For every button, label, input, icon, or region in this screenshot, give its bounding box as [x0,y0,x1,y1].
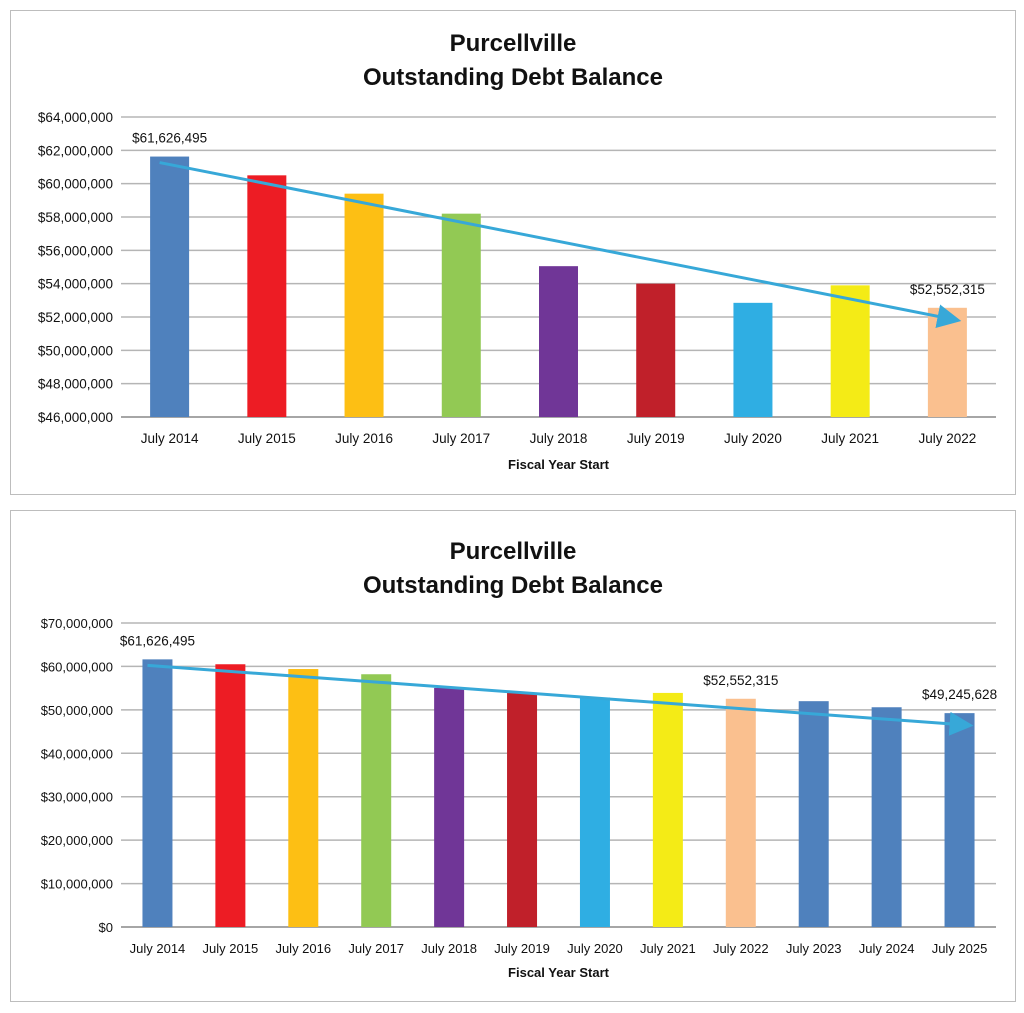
bar [944,713,975,927]
bar [636,283,676,417]
bar [434,687,465,927]
x-tick-label: July 2022 [918,431,976,446]
x-tick-label: July 2021 [821,431,879,446]
y-tick-label: $56,000,000 [38,243,113,258]
x-tick-label: July 2017 [348,941,404,956]
x-tick-label: July 2018 [421,941,477,956]
y-tick-label: $30,000,000 [41,790,113,805]
bar [652,692,683,927]
trend-arrow [147,663,974,736]
bar [344,193,384,417]
data-label: $61,626,495 [120,633,195,648]
bar [215,664,246,927]
y-tick-label: $50,000,000 [41,703,113,718]
trend-arrow [159,161,962,329]
bar [361,674,392,927]
y-tick-label: $64,000,000 [38,110,113,125]
bar [733,302,773,417]
debt-chart-2014-2025: Purcellville Outstanding Debt Balance $0 $1… [41,538,997,980]
y-tick-label: $60,000,000 [38,177,113,192]
data-label: $49,245,628 [922,687,997,702]
y-tick-label: $46,000,000 [38,410,113,425]
data-label: $52,552,315 [703,673,778,688]
chart-title-line: Purcellville [450,538,577,565]
bar [871,707,902,927]
bar [150,156,190,417]
x-tick-label: July 2016 [335,431,393,446]
x-tick-label: July 2021 [640,941,696,956]
y-tick-label: $10,000,000 [41,877,113,892]
debt-chart-2014-2022: Purcellville Outstanding Debt Balance $46,… [38,30,996,472]
x-tick-label: July 2023 [786,941,842,956]
x-axis-title: Fiscal Year Start [508,965,610,980]
x-tick-label: July 2020 [724,431,782,446]
data-label: $52,552,315 [910,282,985,297]
y-tick-label: $40,000,000 [41,746,113,761]
x-tick-label: July 2020 [567,941,623,956]
chart-title-line: Purcellville [450,30,577,57]
x-tick-label: July 2019 [627,431,685,446]
x-tick-label: July 2015 [203,941,259,956]
bar [579,697,610,927]
bar [288,669,319,927]
x-tick-label: July 2017 [432,431,490,446]
x-tick-label: July 2014 [130,941,186,956]
bar [142,659,173,927]
y-tick-label: $48,000,000 [38,377,113,392]
chart-title-line: Outstanding Debt Balance [363,64,663,91]
x-tick-label: July 2015 [238,431,296,446]
x-axis-title: Fiscal Year Start [508,457,610,472]
y-tick-label: $20,000,000 [41,833,113,848]
x-tick-label: July 2018 [530,431,588,446]
x-tick-label: July 2014 [141,431,199,446]
x-tick-label: July 2019 [494,941,550,956]
x-tick-label: July 2025 [932,941,988,956]
bar [507,692,538,927]
bar [247,175,287,417]
bar [441,213,481,417]
x-tick-label: July 2024 [859,941,915,956]
y-tick-label: $52,000,000 [38,310,113,325]
x-tick-label: July 2016 [275,941,331,956]
y-tick-label: $50,000,000 [38,343,113,358]
y-tick-label: $60,000,000 [41,659,113,674]
y-tick-label: $54,000,000 [38,277,113,292]
bar [927,307,967,417]
x-tick-label: July 2022 [713,941,769,956]
bar [539,266,578,417]
y-tick-label: $70,000,000 [41,616,113,631]
y-tick-label: $58,000,000 [38,210,113,225]
y-tick-label: $0 [99,920,113,935]
y-tick-label: $62,000,000 [38,143,113,158]
chart-title-line: Outstanding Debt Balance [363,572,663,599]
bar [798,701,829,927]
chart-frame-bottom: Purcellville Outstanding Debt Balance $0 $1… [10,510,1016,1002]
data-label: $61,626,495 [132,131,207,146]
bar [830,285,870,417]
chart-frame-top: Purcellville Outstanding Debt Balance $46,… [10,10,1016,495]
bar [725,698,756,927]
